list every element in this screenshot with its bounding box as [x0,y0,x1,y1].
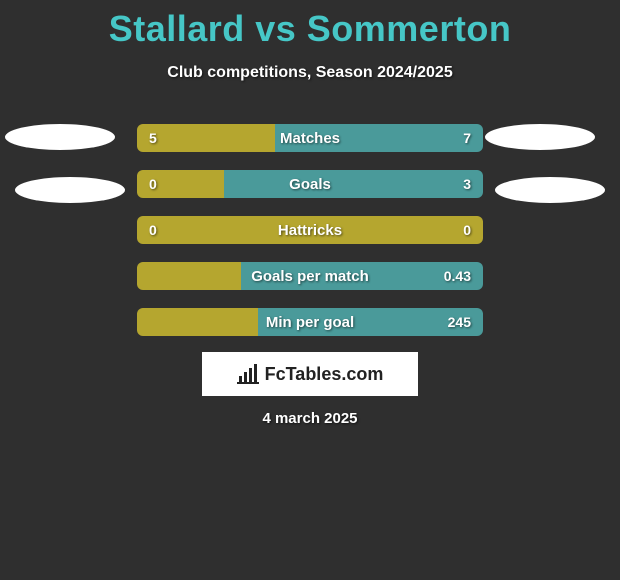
comparison-row: 245Min per goal [137,308,483,336]
comparison-chart: 57Matches 03Goals 00Hattricks 0.43Goals per… [137,124,483,354]
left-bar [137,308,258,336]
fctables-logo: FcTables.com [202,352,418,396]
right-bar [241,262,483,290]
right-bar [275,124,483,152]
comparison-row: 00Hattricks [137,216,483,244]
left-bar [137,216,483,244]
page-title: Stallard vs Sommerton [0,0,620,50]
side-ellipse [485,124,595,150]
comparison-row: 03Goals [137,170,483,198]
left-bar [137,124,275,152]
comparison-row: 0.43Goals per match [137,262,483,290]
side-ellipse [15,177,125,203]
left-bar [137,262,241,290]
right-bar [258,308,483,336]
comparison-row: 57Matches [137,124,483,152]
bar-chart-icon [237,364,259,384]
page-subtitle: Club competitions, Season 2024/2025 [0,64,620,82]
right-bar [224,170,484,198]
side-ellipse [5,124,115,150]
left-bar [137,170,224,198]
footer-date: 4 march 2025 [0,410,620,427]
side-ellipse [495,177,605,203]
logo-text: FcTables.com [265,364,384,385]
